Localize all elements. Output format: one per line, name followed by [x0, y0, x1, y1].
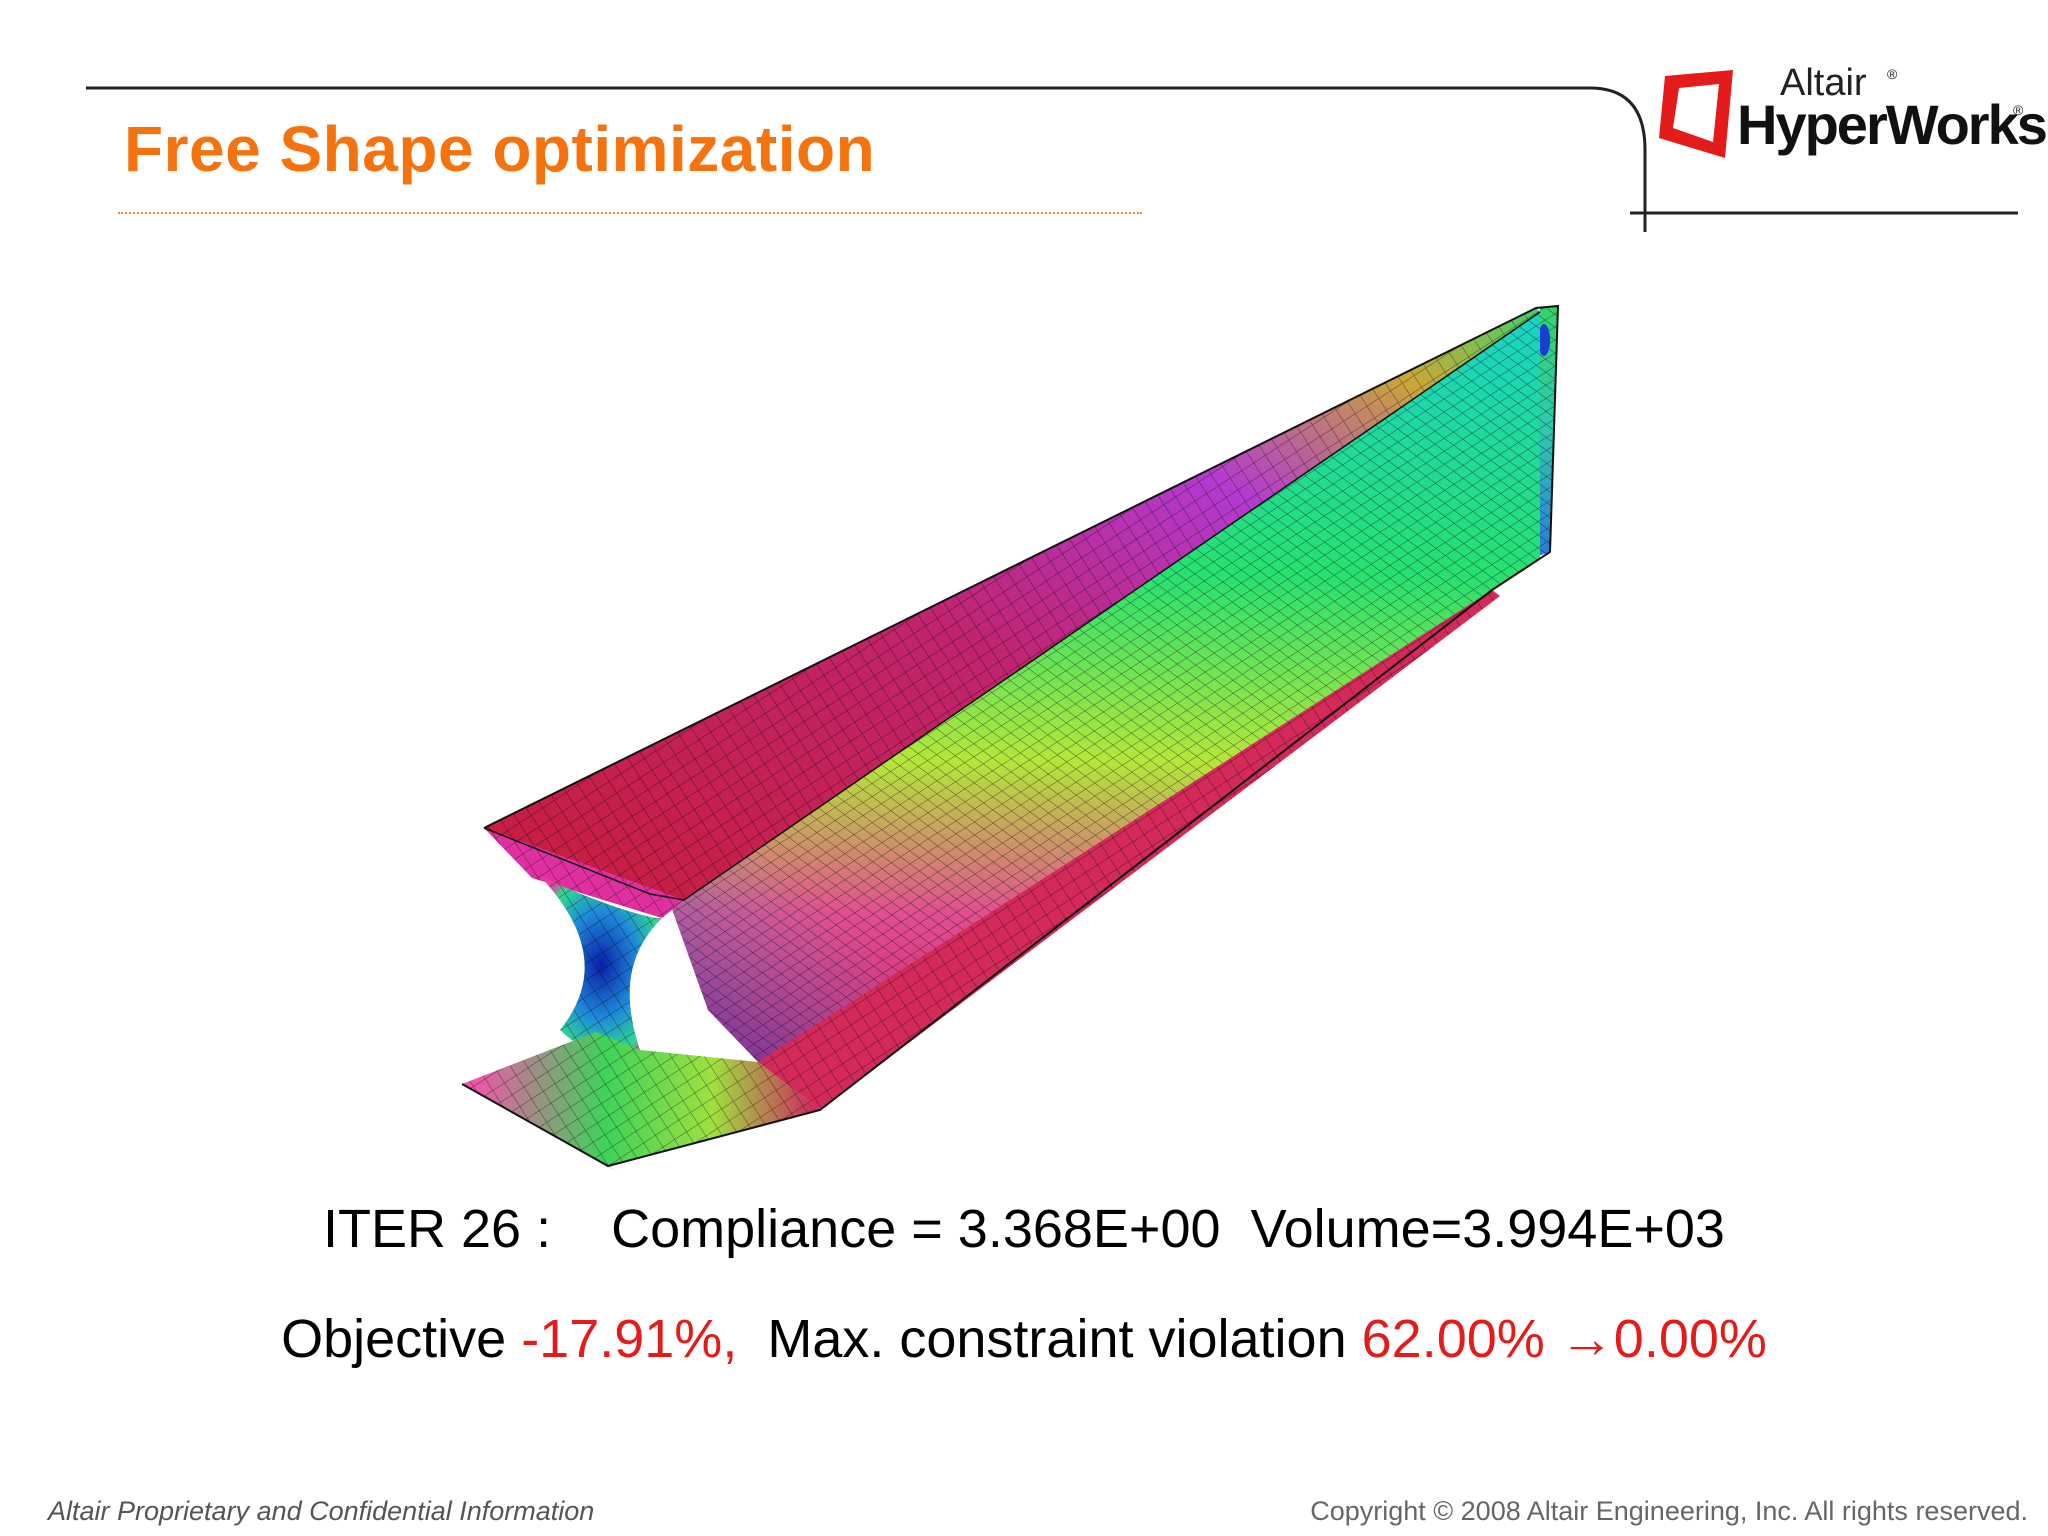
iteration-label: ITER 26 :	[323, 1199, 552, 1259]
objective-value: -17.91%,	[521, 1309, 738, 1369]
header-divider-line	[86, 86, 2018, 232]
iteration-results-line: ITER 26 : Compliance = 3.368E+00 Volume=…	[0, 1198, 2048, 1260]
altair-logo-icon	[1659, 70, 1733, 158]
objective-label: Objective	[281, 1309, 507, 1369]
arrow-right-icon: →	[1559, 1309, 1614, 1369]
objective-results-line: Objective -17.91%, Max. constraint viola…	[0, 1308, 2048, 1370]
page-title: Free Shape optimization	[124, 113, 876, 185]
footer-copyright: Copyright © 2008 Altair Engineering, Inc…	[1310, 1496, 2028, 1526]
violation-label: Max. constraint violation	[767, 1309, 1347, 1369]
violation-before-value: 62.00%	[1361, 1309, 1545, 1369]
violation-after-value: 0.00%	[1613, 1309, 1767, 1369]
fea-beam-contour-image	[461, 304, 1560, 1172]
title-underline	[118, 212, 1142, 214]
altair-hyperworks-logo: Altair ® HyperWorks ®	[1655, 62, 2048, 164]
footer-confidential: Altair Proprietary and Confidential Info…	[48, 1496, 595, 1526]
logo-brand-large: HyperWorks	[1737, 93, 2048, 156]
logo-registered-mark: ®	[2013, 102, 2024, 118]
logo-registered-mark: ®	[1887, 66, 1898, 82]
logo-brand-small: Altair	[1780, 62, 1867, 104]
compliance-value: Compliance = 3.368E+00	[611, 1199, 1221, 1259]
volume-value: Volume=3.994E+03	[1250, 1199, 1725, 1259]
